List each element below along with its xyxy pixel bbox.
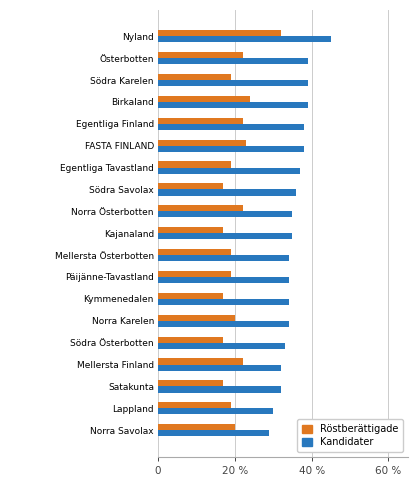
Bar	[158, 74, 231, 80]
Bar	[158, 364, 281, 371]
Bar	[158, 183, 223, 190]
Bar	[158, 336, 223, 343]
Bar	[158, 299, 289, 305]
Bar	[158, 424, 235, 430]
Bar	[158, 255, 289, 261]
Bar	[158, 80, 308, 86]
Bar	[158, 146, 304, 152]
Legend: Röstberättigade, Kandidater: Röstberättigade, Kandidater	[297, 419, 403, 452]
Bar	[158, 386, 281, 392]
Bar	[158, 343, 285, 349]
Bar	[158, 293, 223, 299]
Bar	[158, 139, 246, 146]
Bar	[158, 96, 250, 102]
Bar	[158, 162, 231, 167]
Bar	[158, 36, 331, 42]
Bar	[158, 58, 308, 64]
Bar	[158, 190, 296, 195]
Bar	[158, 205, 243, 211]
Bar	[158, 315, 235, 321]
Bar	[158, 118, 243, 124]
Bar	[158, 52, 243, 58]
Bar	[158, 102, 308, 108]
Bar	[158, 358, 243, 364]
Bar	[158, 402, 231, 409]
Bar	[158, 167, 300, 174]
Bar	[158, 124, 304, 130]
Bar	[158, 227, 223, 233]
Bar	[158, 277, 289, 283]
Bar	[158, 249, 231, 255]
Bar	[158, 381, 223, 386]
Bar	[158, 211, 292, 218]
Bar	[158, 233, 292, 239]
Bar	[158, 30, 281, 36]
Bar	[158, 271, 231, 277]
Bar	[158, 321, 289, 327]
Bar	[158, 409, 273, 414]
Bar	[158, 430, 270, 436]
